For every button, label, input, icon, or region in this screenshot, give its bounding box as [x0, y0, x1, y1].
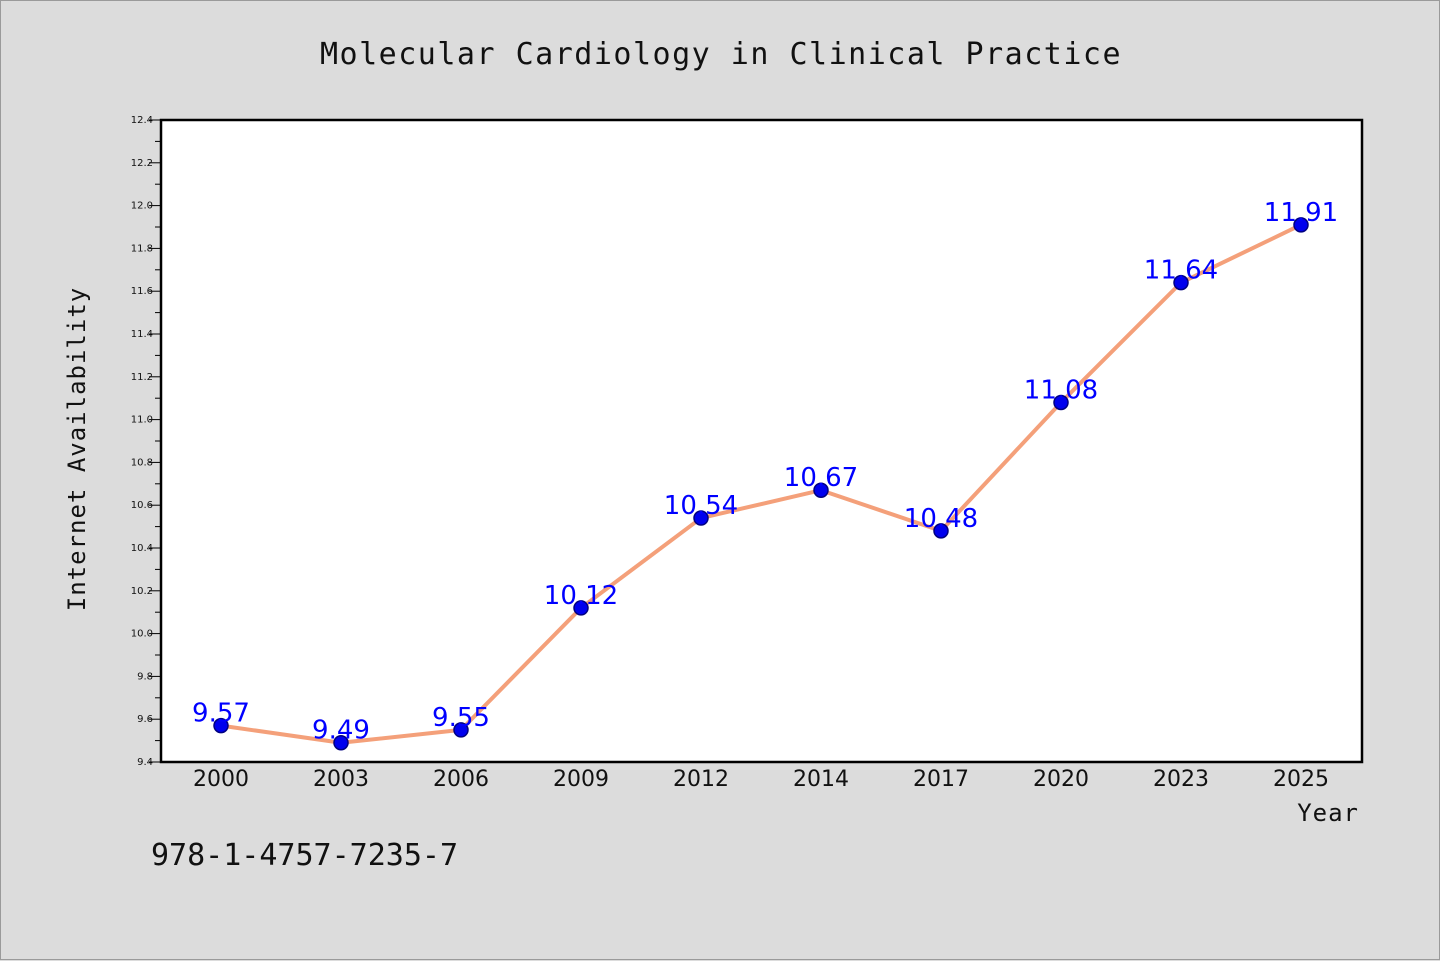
data-label: 11.08 [1024, 375, 1098, 405]
x-tick-label: 2003 [313, 767, 369, 792]
y-tick-label: 10.6 [131, 500, 153, 511]
y-tick-label: 10.0 [131, 629, 153, 640]
y-tick-label: 10.8 [131, 457, 153, 468]
series-layer: 9.57 9.49 9.55 10.12 10.54 10.67 10.48 11.08 11.… [192, 198, 1338, 751]
data-label: 11.91 [1264, 198, 1338, 228]
isbn-footer: 978-1-4757-7235-7 [151, 838, 458, 873]
y-tick-label: 11.2 [131, 372, 153, 383]
x-tick-label: 2012 [673, 767, 729, 792]
y-tick-label: 11.8 [131, 243, 153, 254]
y-tick-label: 11.4 [131, 329, 153, 340]
x-tick-label: 2000 [193, 767, 249, 792]
data-point [1173, 274, 1189, 291]
y-tick-label: 11.6 [131, 286, 153, 297]
x-axis-ticks: 2000 2003 2006 2009 2012 2014 2017 2020 2023 2025 [193, 767, 1329, 792]
data-label: 9.57 [192, 699, 250, 729]
y-tick-label: 12.0 [131, 201, 153, 212]
y-tick-label: 9.6 [137, 714, 153, 725]
x-tick-label: 2020 [1033, 767, 1089, 792]
y-tick-label: 12.4 [131, 115, 153, 126]
x-tick-label: 2009 [553, 767, 609, 792]
data-point [813, 482, 829, 498]
data-label: 9.55 [432, 703, 490, 733]
y-axis-ticks: 9.4 9.6 9.8 10.0 10.2 10.4 10.6 10.8 11.0 11.2 11.… [131, 115, 161, 768]
data-point [1053, 394, 1069, 411]
data-point [693, 510, 709, 526]
y-tick-label: 12.2 [131, 158, 153, 169]
data-point [933, 523, 949, 539]
y-tick-label: 10.4 [131, 543, 153, 554]
data-label: 10.48 [904, 504, 978, 534]
data-point [453, 722, 469, 738]
plot-area [161, 120, 1362, 762]
data-label: 9.49 [312, 716, 370, 746]
data-point [333, 734, 349, 751]
chart-title: Molecular Cardiology in Clinical Practic… [320, 37, 1122, 72]
x-tick-label: 2025 [1273, 767, 1329, 792]
x-tick-label: 2014 [793, 767, 849, 792]
y-axis-label: Internet Availability [63, 287, 91, 611]
data-point [1293, 217, 1309, 233]
y-tick-label: 11.0 [131, 415, 153, 426]
x-tick-label: 2023 [1153, 767, 1209, 792]
data-point [213, 717, 229, 734]
x-tick-label: 2006 [433, 767, 489, 792]
y-tick-label: 9.4 [137, 757, 153, 768]
data-label: 10.12 [544, 581, 618, 611]
x-axis-label: Year [1297, 799, 1359, 827]
x-tick-label: 2017 [913, 767, 969, 792]
plot-frame [159, 118, 1364, 764]
y-tick-label: 9.8 [137, 671, 153, 682]
data-label: 11.64 [1144, 256, 1218, 286]
data-label: 10.54 [664, 491, 738, 521]
data-point [573, 600, 589, 616]
data-label: 10.67 [784, 463, 858, 493]
y-tick-label: 10.2 [131, 586, 153, 597]
series-line [219, 222, 1303, 745]
